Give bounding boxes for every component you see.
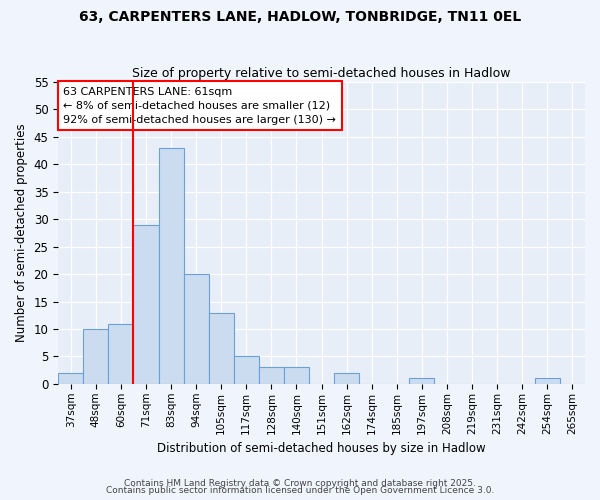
Text: Contains HM Land Registry data © Crown copyright and database right 2025.: Contains HM Land Registry data © Crown c… — [124, 478, 476, 488]
X-axis label: Distribution of semi-detached houses by size in Hadlow: Distribution of semi-detached houses by … — [157, 442, 486, 455]
Bar — [334, 373, 359, 384]
Text: 63, CARPENTERS LANE, HADLOW, TONBRIDGE, TN11 0EL: 63, CARPENTERS LANE, HADLOW, TONBRIDGE, … — [79, 10, 521, 24]
Bar — [133, 224, 158, 384]
Bar — [259, 368, 284, 384]
Bar — [58, 373, 83, 384]
Text: Contains public sector information licensed under the Open Government Licence 3.: Contains public sector information licen… — [106, 486, 494, 495]
Bar — [284, 368, 309, 384]
Text: 63 CARPENTERS LANE: 61sqm
← 8% of semi-detached houses are smaller (12)
92% of s: 63 CARPENTERS LANE: 61sqm ← 8% of semi-d… — [64, 86, 336, 124]
Bar — [535, 378, 560, 384]
Bar — [209, 312, 234, 384]
Bar — [109, 324, 133, 384]
Y-axis label: Number of semi-detached properties: Number of semi-detached properties — [15, 124, 28, 342]
Bar — [158, 148, 184, 384]
Bar — [184, 274, 209, 384]
Bar — [83, 329, 109, 384]
Title: Size of property relative to semi-detached houses in Hadlow: Size of property relative to semi-detach… — [133, 66, 511, 80]
Bar — [234, 356, 259, 384]
Bar — [409, 378, 434, 384]
